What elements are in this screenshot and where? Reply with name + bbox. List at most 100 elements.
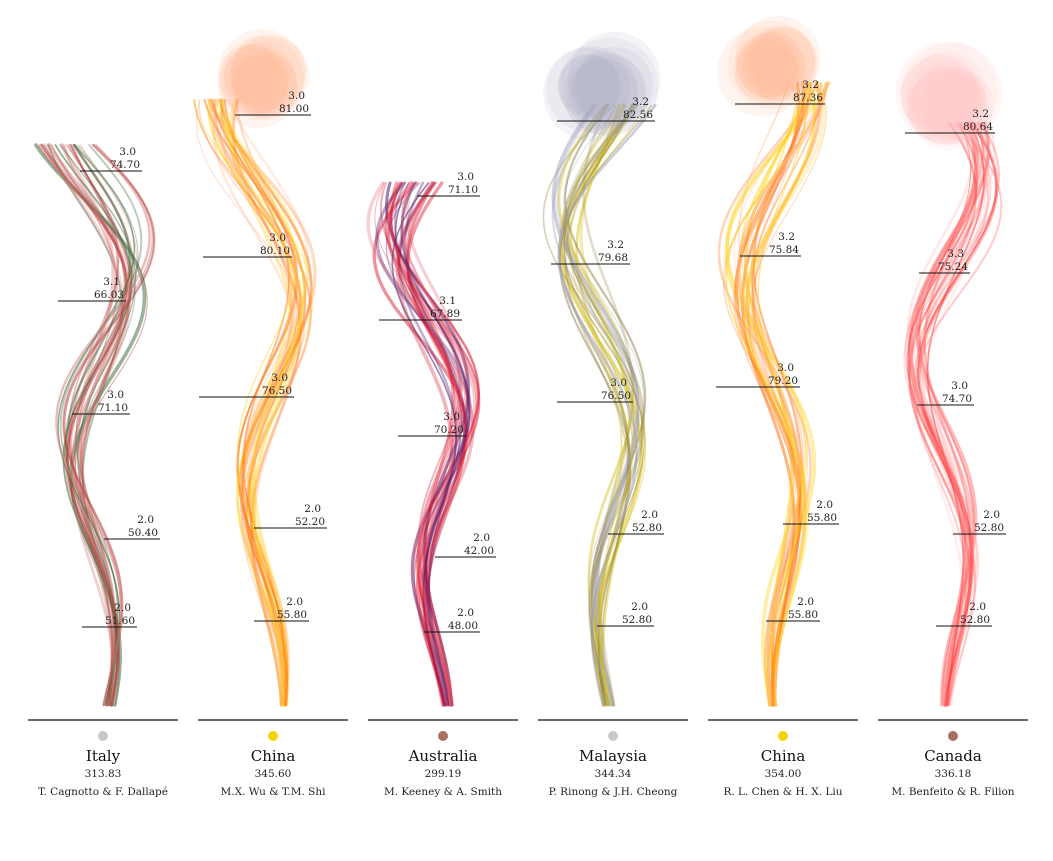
ribbon-strand: [195, 99, 302, 706]
ribbon-strand: [736, 81, 829, 707]
splash-blob: [546, 47, 631, 132]
ribbon-strand: [228, 98, 293, 707]
country-label: China: [251, 747, 296, 765]
ribbon-strand: [725, 81, 832, 707]
column-4: 3.287.363.275.843.079.202.055.802.055.80…: [708, 15, 858, 798]
ribbon-strand: [918, 121, 983, 707]
dive-annotation: 2.052.80: [608, 509, 664, 535]
splash-blob: [217, 44, 289, 116]
ribbon-strand: [55, 143, 151, 707]
ribbon-strand: [562, 104, 645, 706]
ribbon-strand: [912, 122, 989, 706]
dive-annotation: 2.042.00: [435, 532, 496, 558]
ribbon-strand: [71, 143, 132, 707]
ribbon-strand: [380, 182, 468, 706]
country-dot: [438, 731, 448, 741]
splash-blob: [908, 69, 984, 146]
dive-difficulty: 3.2: [802, 79, 819, 91]
ribbon-strand: [917, 121, 999, 707]
splash-blob: [574, 46, 653, 126]
dive-annotation: 2.052.20: [254, 503, 327, 529]
total-score: 299.19: [425, 768, 462, 780]
splash-blob: [571, 54, 646, 129]
dive-difficulty: 2.0: [797, 596, 814, 608]
country-dot: [778, 731, 788, 741]
splash-blob: [557, 54, 621, 119]
dive-annotation: 2.055.80: [254, 596, 309, 622]
splash-blob: [568, 31, 661, 124]
dive-score: 52.80: [622, 614, 652, 626]
splash-blob: [230, 36, 310, 115]
splash-blob: [733, 38, 795, 101]
ribbon-strand: [40, 143, 128, 707]
splash-blob: [906, 51, 987, 132]
dive-annotation: 2.050.40: [104, 514, 160, 540]
dive-annotation: 3.287.36: [735, 79, 825, 105]
dive-annotation: 2.051.60: [82, 602, 137, 628]
dive-score: 55.80: [277, 609, 307, 621]
dive-score: 66.03: [94, 289, 124, 301]
splash-blob: [566, 58, 638, 130]
country-dot: [268, 731, 278, 741]
ribbon-strand: [210, 98, 308, 707]
column-0: 3.074.703.166.033.071.102.050.402.051.60…: [28, 143, 178, 798]
dive-difficulty: 3.0: [107, 389, 124, 401]
ribbon-strand: [557, 103, 657, 707]
splash-blob: [717, 27, 807, 117]
ribbon: [366, 181, 481, 707]
dive-difficulty: 3.2: [632, 96, 649, 108]
dive-difficulty: 2.0: [286, 596, 303, 608]
dive-difficulty: 2.0: [641, 509, 658, 521]
ribbon-strand: [906, 121, 979, 707]
column-2: 3.071.103.167.893.070.202.042.002.048.00…: [366, 171, 518, 798]
ribbon-strand: [725, 82, 827, 706]
splash-blob: [895, 41, 998, 145]
ribbon-strand: [400, 181, 471, 707]
ribbon: [34, 143, 156, 707]
divers-label: R. L. Chen & H. X. Liu: [723, 786, 842, 798]
dive-annotation: 2.052.80: [597, 601, 654, 627]
dive-score: 82.56: [623, 109, 653, 121]
dive-annotation: 2.052.80: [936, 601, 992, 627]
dive-difficulty: 3.0: [119, 146, 136, 158]
dive-score: 71.10: [98, 402, 128, 414]
dive-score: 81.00: [279, 103, 309, 115]
ribbon-strand: [211, 99, 290, 706]
dive-difficulty: 3.3: [947, 248, 964, 260]
country-dot: [948, 731, 958, 741]
dive-difficulty: 3.0: [288, 90, 305, 102]
ribbon: [192, 98, 317, 707]
dive-annotation: 3.280.64: [905, 108, 995, 134]
ribbon-strand: [747, 82, 827, 706]
dive-difficulty: 3.0: [951, 380, 968, 392]
ribbon-strand: [57, 144, 136, 706]
ribbon-strand: [207, 98, 317, 707]
country-label: Malaysia: [579, 747, 647, 765]
splash-blob: [563, 52, 648, 136]
dive-difficulty: 3.2: [778, 231, 795, 243]
ribbon-strand: [757, 82, 808, 706]
ribbon-strand: [405, 181, 461, 707]
dive-annotation: 3.282.56: [557, 96, 655, 122]
dive-annotation: 3.080.10: [203, 232, 292, 258]
dive-annotation: 3.167.89: [379, 295, 462, 321]
dive-score: 55.80: [807, 512, 837, 524]
dive-score: 75.84: [769, 244, 799, 256]
splash-blob: [905, 62, 987, 144]
ribbon-strand: [396, 181, 475, 707]
splash-blob: [910, 65, 986, 141]
ribbon-strand: [387, 182, 457, 706]
splash-blob: [223, 42, 296, 115]
ribbon-strand: [75, 144, 139, 706]
dive-difficulty: 3.0: [271, 372, 288, 384]
splash-blob: [900, 42, 1003, 145]
dive-difficulty: 3.1: [439, 295, 456, 307]
ribbon-strand: [54, 144, 133, 706]
ribbon-strand: [564, 104, 629, 706]
dive-difficulty: 2.0: [457, 607, 474, 619]
dive-annotation: 3.074.70: [917, 380, 974, 406]
splash-blob: [217, 47, 298, 129]
dive-annotation: 3.166.03: [58, 276, 126, 302]
